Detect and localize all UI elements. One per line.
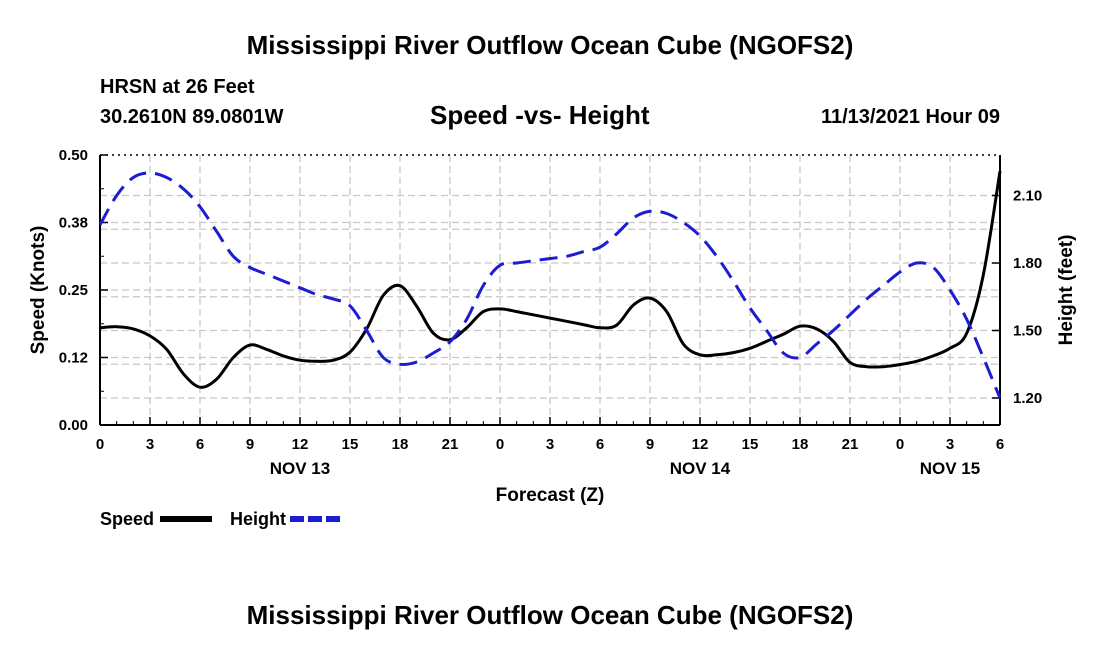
- x-tick-label-0: 0: [96, 436, 104, 453]
- legend-height-label: Height: [230, 509, 286, 529]
- y-axis-title: Speed (Knots): [28, 226, 49, 355]
- y-tick-label-4: 0.50: [59, 147, 88, 164]
- chart-title: Mississippi River Outflow Ocean Cube (NG…: [246, 30, 854, 60]
- coordinates-label: 30.2610N 89.0801W: [100, 106, 284, 128]
- date-label-0: NOV 13: [270, 459, 330, 478]
- station-label: HRSN at 26 Feet: [100, 76, 255, 98]
- x-tick-label-18: 6: [996, 436, 1004, 453]
- y2-tick-label-0: 1.20: [1013, 390, 1042, 407]
- footer-title: Mississippi River Outflow Ocean Cube (NG…: [246, 600, 854, 630]
- x-tick-label-2: 6: [196, 436, 204, 453]
- x-tick-label-13: 15: [742, 436, 759, 453]
- x-tick-label-9: 3: [546, 436, 554, 453]
- x-tick-label-12: 12: [692, 436, 709, 453]
- y2-tick-label-3: 2.10: [1013, 188, 1042, 205]
- x-tick-label-16: 0: [896, 436, 904, 453]
- y-tick-label-3: 0.38: [59, 215, 88, 232]
- x-tick-label-1: 3: [146, 436, 154, 453]
- date-label-1: NOV 14: [670, 459, 731, 478]
- series-line-height: [98, 171, 1002, 399]
- x-tick-label-4: 12: [292, 436, 309, 453]
- series-line-speed: [99, 170, 1002, 389]
- y2-axis-title: Height (feet): [1056, 235, 1077, 346]
- x-tick-label-7: 21: [442, 436, 459, 453]
- x-tick-label-6: 18: [392, 436, 409, 453]
- x-tick-label-14: 18: [792, 436, 809, 453]
- legend-speed-swatch: [160, 516, 212, 522]
- y-tick-label-0: 0.00: [59, 417, 88, 434]
- x-tick-label-11: 9: [646, 436, 654, 453]
- y-tick-label-2: 0.25: [59, 282, 88, 299]
- x-tick-label-8: 0: [496, 436, 504, 453]
- chart-subtitle: Speed -vs- Height: [430, 100, 650, 130]
- x-tick-label-15: 21: [842, 436, 859, 453]
- y-tick-label-1: 0.12: [59, 350, 88, 367]
- y2-tick-label-2: 1.80: [1013, 255, 1042, 272]
- datetime-label: 11/13/2021 Hour 09: [820, 106, 1000, 128]
- x-tick-label-3: 9: [246, 436, 254, 453]
- x-tick-label-10: 6: [596, 436, 604, 453]
- date-label-2: NOV 15: [920, 459, 980, 478]
- x-tick-label-17: 3: [946, 436, 954, 453]
- y2-tick-label-1: 1.50: [1013, 323, 1042, 340]
- legend-speed-label: Speed: [100, 509, 155, 529]
- x-axis-title: Forecast (Z): [496, 485, 605, 506]
- legend-height-swatch: [290, 516, 344, 522]
- x-tick-label-5: 15: [342, 436, 359, 453]
